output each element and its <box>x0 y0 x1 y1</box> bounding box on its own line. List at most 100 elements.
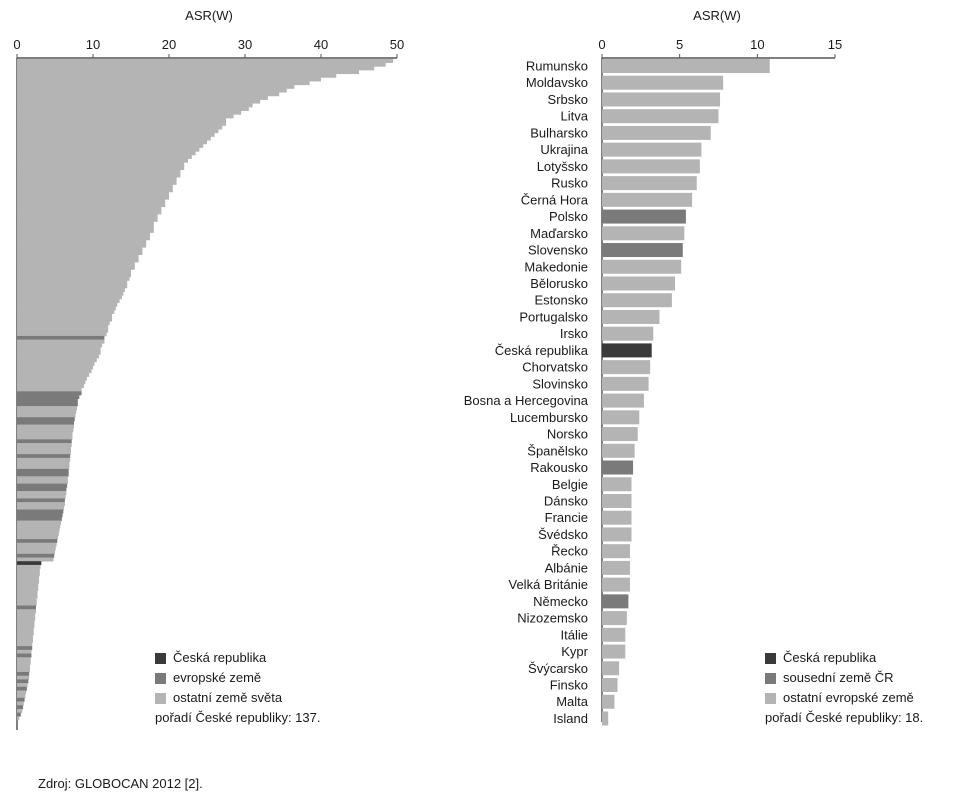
country-label: Řecko <box>551 544 588 559</box>
bar-other-country <box>17 88 287 93</box>
bar-slovensko <box>602 243 683 258</box>
bar-portugalsko <box>602 309 660 324</box>
x-tick-label: 0 <box>13 37 20 52</box>
bar-other-country <box>17 99 261 104</box>
country-label: Lotyšsko <box>537 159 588 174</box>
country-label: Ukrajina <box>540 142 588 157</box>
bar-other-country <box>17 649 32 654</box>
country-label: Dánsko <box>544 493 588 508</box>
country-label: Srbsko <box>548 92 588 107</box>
bar-other-country <box>17 166 185 171</box>
bar-other-country <box>17 535 59 540</box>
bar-finsko <box>602 678 618 693</box>
bar-other-country <box>17 575 40 580</box>
right-legend: Česká republika sousední země ČR ostatní… <box>765 648 923 728</box>
bar-other-country <box>17 62 386 67</box>
country-label: Rakousko <box>530 460 588 475</box>
bar-other-country <box>17 114 234 119</box>
x-tick-label: 10 <box>86 37 100 52</box>
bar-other-country <box>17 542 57 547</box>
bar-other-country <box>17 520 62 525</box>
legend-label: sousední země ČR <box>783 670 894 685</box>
bar-other-country <box>17 358 97 363</box>
country-label: Slovinsko <box>532 376 588 391</box>
bar-slovinsko <box>602 376 649 391</box>
country-label: Bělorusko <box>530 276 588 291</box>
bar-other-country <box>17 254 139 259</box>
bar-european-country <box>17 705 24 710</box>
country-label: Rusko <box>551 176 588 191</box>
bar-other-country <box>17 84 295 89</box>
bar-other-country <box>17 623 35 628</box>
bar-european-country <box>17 646 33 651</box>
bar-other-country <box>17 668 30 673</box>
bar-other-country <box>17 550 55 555</box>
source-note: Zdroj: GLOBOCAN 2012 [2]. <box>38 776 203 791</box>
bar-other-country <box>17 579 40 584</box>
bar-other-country <box>17 609 36 614</box>
bar-francie <box>602 510 632 525</box>
x-tick-label: 40 <box>314 37 328 52</box>
bar-other-country <box>17 66 375 71</box>
country-label: Kypr <box>561 644 588 659</box>
country-label: Švédsko <box>538 527 588 542</box>
legend-swatch-european <box>155 672 166 684</box>
bar-other-country <box>17 380 86 385</box>
bar-other-country <box>17 221 154 226</box>
bar-other-country <box>17 450 71 455</box>
bar-other-country <box>17 284 128 289</box>
bar-other-country <box>17 228 154 233</box>
bar-other-country <box>17 457 71 462</box>
bar-other-country <box>17 328 109 333</box>
bar-other-country <box>17 291 124 296</box>
bar-european-country <box>17 653 32 658</box>
bar-itálie <box>602 627 626 642</box>
bar-bosna-a-hercegovina <box>602 393 644 408</box>
bar-other-country <box>17 324 109 329</box>
legend-swatch-czech <box>765 652 776 664</box>
bar-other-country <box>17 524 61 529</box>
bar-european-country <box>17 539 58 544</box>
bar-other-country <box>17 461 70 466</box>
bar-other-country <box>17 708 23 713</box>
bar-lucembursko <box>602 410 640 425</box>
bar-other-country <box>17 531 59 536</box>
bar-other-country <box>17 424 74 429</box>
right-legend-item-other: ostatní evropské země <box>765 688 923 708</box>
bar-other-country <box>17 180 177 185</box>
bar-other-country <box>17 269 131 274</box>
bar-other-country <box>17 409 77 414</box>
bar-other-country <box>17 428 74 433</box>
bar-european-country <box>17 605 36 610</box>
country-label: Finsko <box>550 678 588 693</box>
bar-other-country <box>17 310 115 315</box>
bar-other-country <box>17 265 135 270</box>
bar-other-country <box>17 251 143 256</box>
country-label: Maďarsko <box>530 226 588 241</box>
legend-swatch-czech <box>155 652 166 664</box>
bar-other-country <box>17 546 56 551</box>
bar-other-country <box>17 431 73 436</box>
bar-česká-republika <box>602 343 652 358</box>
bar-european-country <box>17 417 75 422</box>
bar-other-country <box>17 675 30 680</box>
bar-other-country <box>17 527 60 532</box>
bar-other-country <box>17 369 92 374</box>
left-bars <box>17 59 394 721</box>
bar-other-country <box>17 262 135 267</box>
bar-other-country <box>17 317 112 322</box>
country-label: Albánie <box>545 560 588 575</box>
bar-other-country <box>17 276 130 281</box>
country-label: Portugalsko <box>519 309 588 324</box>
x-tick-label: 15 <box>828 37 842 52</box>
bar-other-country <box>17 92 280 97</box>
legend-label: ostatní země světa <box>173 690 283 705</box>
bar-chorvatsko <box>602 360 651 375</box>
bar-other-country <box>17 365 93 370</box>
bar-european-country <box>17 513 63 518</box>
bar-other-country <box>17 347 101 352</box>
bar-other-country <box>17 383 84 388</box>
bar-european-country <box>17 472 69 477</box>
right-bars <box>602 59 770 726</box>
bar-other-country <box>17 701 24 706</box>
